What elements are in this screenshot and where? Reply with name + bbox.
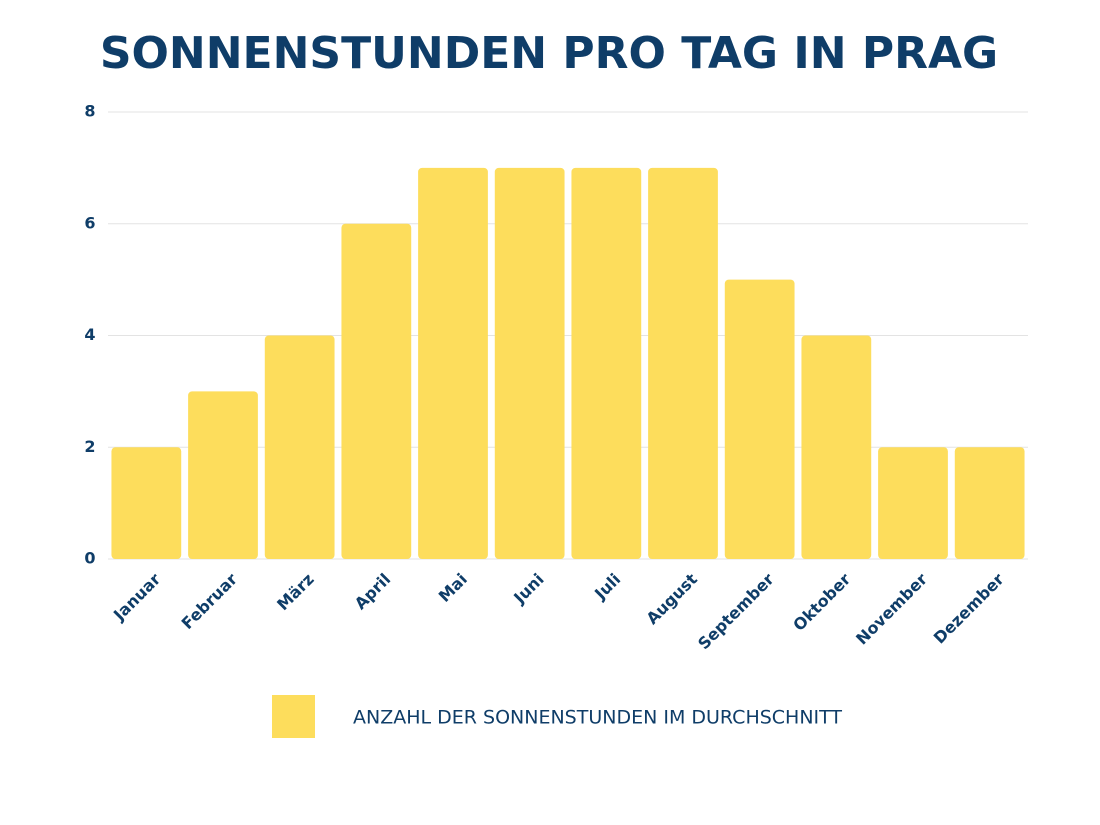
bar [724,279,795,559]
legend-swatch [272,695,315,738]
chart-title: SONNENSTUNDEN PRO TAG IN PRAG [100,28,998,79]
x-tick-label: September [694,570,778,654]
bar [648,167,718,559]
x-tick-label: Oktober [789,569,854,634]
legend-label: ANZAHL DER SONNENSTUNDEN IM DURCHSCHNITT [353,707,842,729]
x-tick-label: Dezember [930,570,1008,648]
bar [418,167,488,559]
y-tick-label: 2 [84,437,95,456]
bar [188,391,258,559]
bar [494,167,565,559]
bar [878,447,948,559]
x-tick-label: Juni [509,570,547,608]
bar [341,223,412,559]
x-tick-label: August [642,569,701,628]
x-tick-label: Februar [178,570,241,633]
y-tick-label: 6 [84,213,95,232]
x-tick-label: März [273,570,317,614]
y-tick-label: 0 [84,549,95,568]
bar [801,335,872,559]
x-tick-label: Januar [109,569,164,624]
bar [571,167,642,559]
bar [111,447,182,559]
y-tick-label: 4 [84,325,95,344]
bar [954,447,1025,559]
y-tick-label: 8 [84,102,95,121]
x-tick-label: Juli [590,570,624,604]
x-tick-label: April [351,570,395,614]
x-tick-label: November [852,569,931,648]
x-tick-label: Mai [435,570,471,606]
bar [264,335,335,559]
